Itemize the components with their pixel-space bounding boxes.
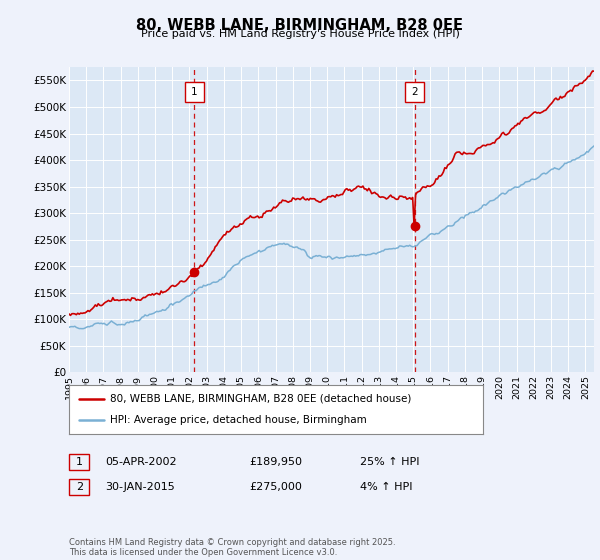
Text: 2: 2 [412, 87, 418, 97]
Text: 1: 1 [191, 87, 197, 97]
Text: £275,000: £275,000 [249, 482, 302, 492]
Text: 30-JAN-2015: 30-JAN-2015 [105, 482, 175, 492]
Text: 4% ↑ HPI: 4% ↑ HPI [360, 482, 413, 492]
Text: 25% ↑ HPI: 25% ↑ HPI [360, 457, 419, 467]
Text: 2: 2 [76, 482, 83, 492]
Text: 80, WEBB LANE, BIRMINGHAM, B28 0EE: 80, WEBB LANE, BIRMINGHAM, B28 0EE [137, 18, 464, 33]
Text: 05-APR-2002: 05-APR-2002 [105, 457, 176, 467]
Text: £189,950: £189,950 [249, 457, 302, 467]
FancyBboxPatch shape [405, 82, 424, 102]
Text: Contains HM Land Registry data © Crown copyright and database right 2025.
This d: Contains HM Land Registry data © Crown c… [69, 538, 395, 557]
Text: 80, WEBB LANE, BIRMINGHAM, B28 0EE (detached house): 80, WEBB LANE, BIRMINGHAM, B28 0EE (deta… [110, 394, 412, 404]
Text: 1: 1 [76, 457, 83, 467]
Text: HPI: Average price, detached house, Birmingham: HPI: Average price, detached house, Birm… [110, 415, 367, 425]
Text: Price paid vs. HM Land Registry's House Price Index (HPI): Price paid vs. HM Land Registry's House … [140, 29, 460, 39]
FancyBboxPatch shape [185, 82, 203, 102]
